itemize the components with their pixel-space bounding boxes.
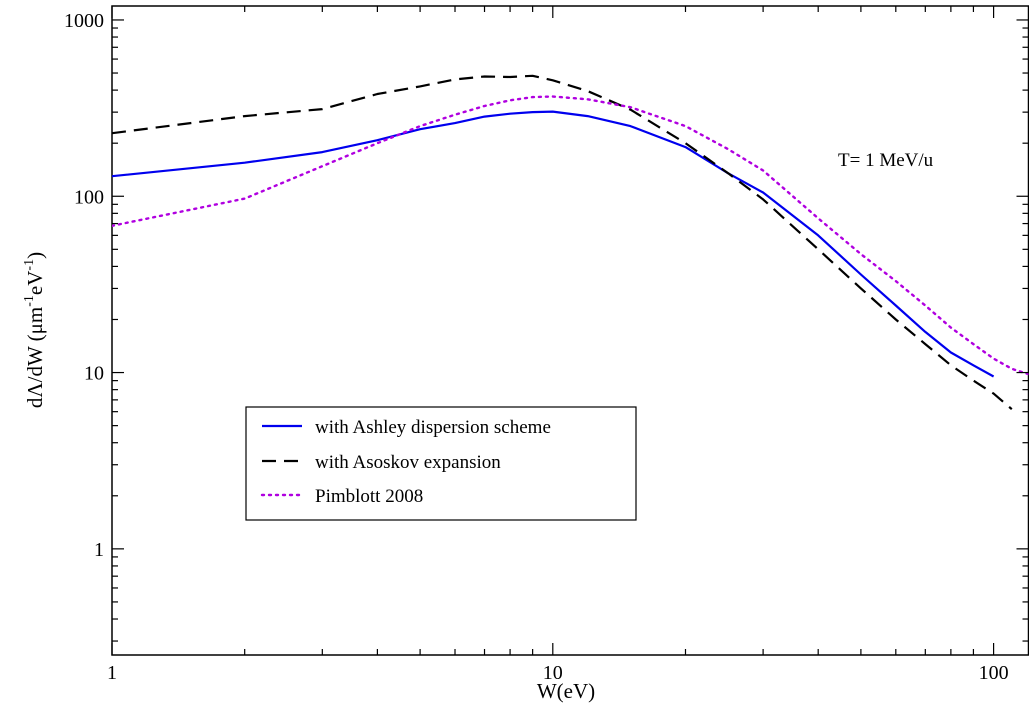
y-tick-label: 1 [94,539,104,561]
x-tick-label: 1 [107,662,117,684]
legend-box [245,406,637,521]
x-axis-label: W(eV) [537,679,595,703]
series-pimblott-line [112,95,1029,376]
legend: with Ashley dispersion scheme with Asosk… [245,406,637,521]
plot-area [111,5,1029,656]
legend-label-asoskov: with Asoskov expansion [315,452,501,473]
y-axis-label: dΛ/dW (μm-1eV-1) [22,252,47,408]
y-tick-label: 100 [74,186,104,208]
legend-label-pimblott: Pimblott 2008 [315,486,423,507]
legend-label-ashley: with Ashley dispersion scheme [315,417,551,438]
y-tick-label: 1000 [64,10,104,32]
series-asoskov-line [112,74,1013,411]
temperature-annotation: T= 1 MeV/u [838,150,934,171]
plot-frame [111,5,1029,656]
x-tick-label: 10 [543,662,563,684]
y-tick-label: 10 [84,363,104,385]
x-tick-label: 100 [979,662,1009,684]
series-lines [112,74,1029,411]
axes: 1 10 100 1 10 100 1000 [64,6,1029,684]
